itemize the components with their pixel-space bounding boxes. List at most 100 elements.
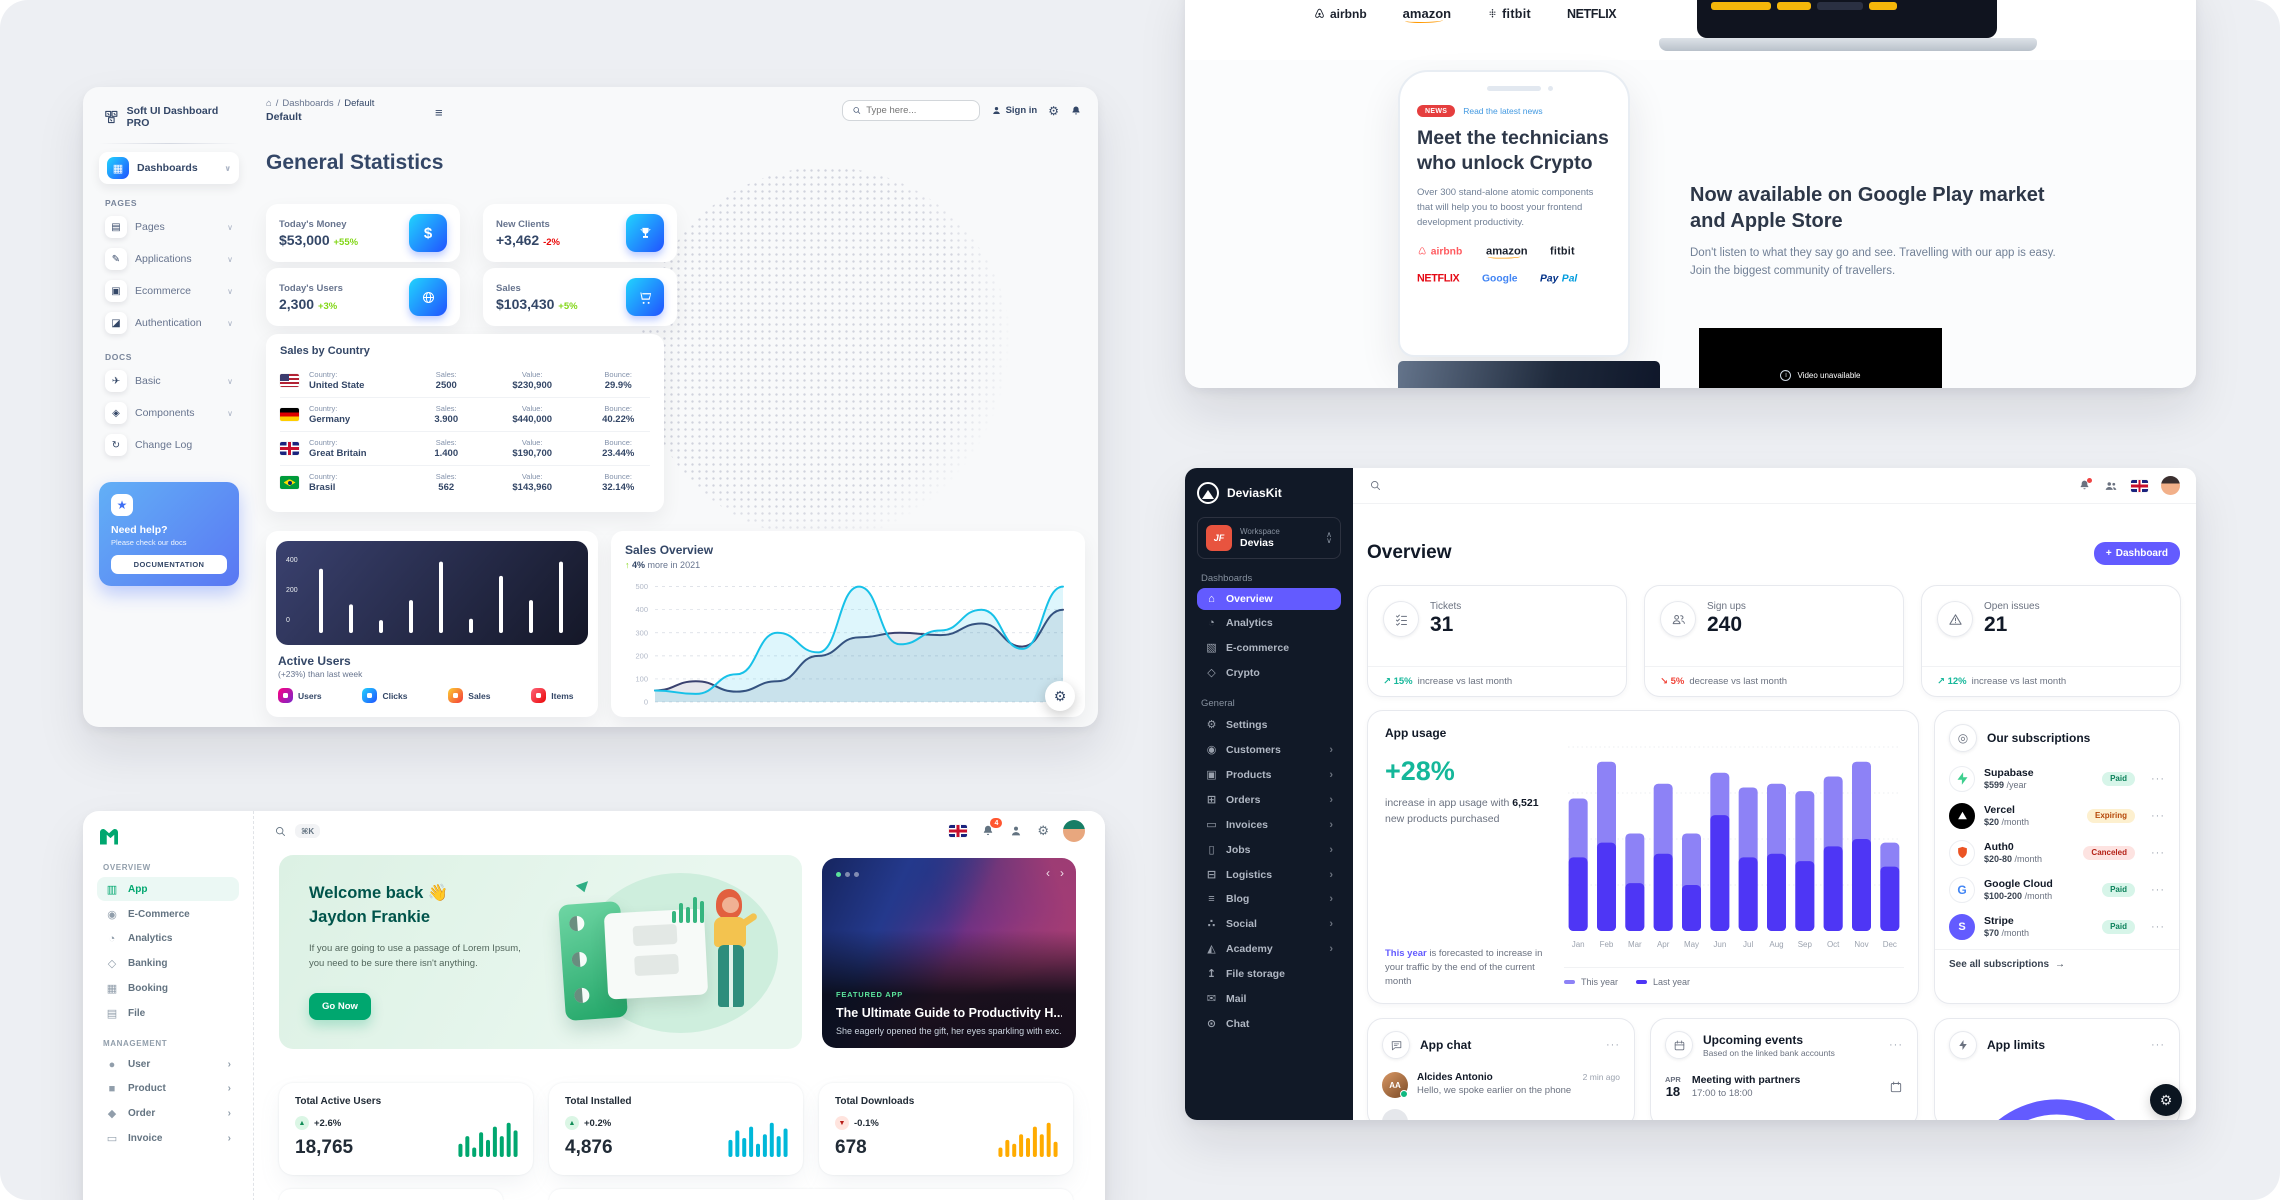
search-icon[interactable] [274, 825, 287, 838]
see-all-subscriptions-link[interactable]: See all subscriptions → [1935, 949, 2179, 979]
sidebar-item[interactable]: ▤ Pages ∨ [99, 212, 239, 242]
sidebar-item[interactable]: ◉ E-Commerce › [97, 902, 239, 926]
news-link[interactable]: Read the latest news [1463, 106, 1543, 116]
table-row[interactable]: Country: Brasil Sales: 562 Value: $143,960 … [280, 466, 650, 499]
more-menu-icon[interactable]: ··· [2151, 920, 2165, 933]
featured-app-card[interactable]: ‹ › FEATURED APP The Ultimate Guide to P… [822, 858, 1076, 1048]
avatar[interactable] [2161, 476, 2180, 495]
sidebar-item[interactable]: ▭ Invoice › [97, 1126, 239, 1150]
settings-fab-button[interactable]: ⚙ [1045, 681, 1075, 711]
carousel-next-icon[interactable]: › [1060, 866, 1064, 880]
sidebar-item[interactable]: ◇ Crypto › [1197, 661, 1341, 684]
sidebar-item[interactable]: ⊟ Logistics › [1197, 863, 1341, 886]
mini-bar-chart [728, 1122, 788, 1157]
stat-label: Total Downloads [835, 1096, 915, 1107]
list-item[interactable]: Supabase $599 /year Paid ··· [1935, 760, 2179, 797]
contacts-icon[interactable] [1009, 824, 1023, 838]
language-flag-icon[interactable] [949, 825, 968, 837]
sidebar-item[interactable]: ▯ Jobs › [1197, 838, 1341, 861]
sidebar-item[interactable]: ≡ Blog › [1197, 888, 1341, 910]
sidebar-item[interactable]: ◇ Banking › [97, 951, 239, 975]
sidebar-item[interactable]: ⌂ Overview › [1197, 588, 1341, 610]
language-flag-icon[interactable] [2131, 479, 2148, 492]
sidebar-item[interactable]: ▤ File › [97, 1001, 239, 1025]
sidebar-item[interactable]: ◪ Authentication ∨ [99, 308, 239, 338]
gear-icon[interactable]: ⚙ [1037, 823, 1049, 838]
avatar[interactable] [1063, 820, 1085, 842]
search-icon[interactable] [1369, 479, 1382, 492]
softui-brand[interactable]: Soft UI Dashboard PRO [99, 99, 239, 135]
sidebar-item[interactable]: ▧ E-commerce › [1197, 636, 1341, 659]
sidebar-item[interactable]: ∴ Social › [1197, 912, 1341, 935]
sidebar-item[interactable]: ◉ Customers › [1197, 738, 1341, 761]
more-menu-icon[interactable]: ··· [1606, 1039, 1620, 1051]
sidebar-item[interactable]: ● User › [97, 1053, 239, 1076]
sidebar-item[interactable]: ◭ Academy › [1197, 937, 1341, 960]
search-input[interactable] [866, 105, 970, 116]
event-row[interactable]: APR 18 Meeting with partners 17:00 to 18… [1651, 1065, 1917, 1108]
sidebar-item[interactable]: ■ Product › [97, 1077, 239, 1100]
upcoming-events-card: Upcoming events Based on the linked bank… [1650, 1018, 1918, 1120]
sidebar-item[interactable]: ⊞ Orders › [1197, 788, 1341, 811]
trend-pct: 5% [1660, 676, 1685, 687]
list-item[interactable]: S Stripe $70 /month Paid ··· [1935, 908, 2179, 945]
gear-icon[interactable]: ⚙ [1048, 103, 1059, 118]
more-menu-icon[interactable]: ··· [2151, 772, 2165, 785]
sidebar-item[interactable]: ▥ App › [97, 877, 239, 901]
more-menu-icon[interactable]: ··· [2151, 1039, 2165, 1051]
sidebar-item[interactable]: ✉ Mail › [1197, 987, 1341, 1010]
table-row[interactable]: Country: Great Britain Sales: 1.400 Value:… [280, 432, 650, 466]
contacts-icon[interactable] [2104, 479, 2118, 493]
minimal-logo-icon[interactable] [97, 825, 121, 849]
sidebar-item[interactable]: ▣ Products › [1197, 763, 1341, 786]
breadcrumb-section[interactable]: Dashboards [282, 98, 334, 109]
svg-text:200: 200 [635, 651, 648, 660]
stat-card-new-clients: New Clients +3,462 -2% [483, 204, 677, 262]
list-item[interactable]: Auth0 $20-80 /month Canceled ··· [1935, 834, 2179, 871]
sidebar-item-dashboards[interactable]: ▦ Dashboards ∨ [99, 152, 239, 184]
workspace-switcher[interactable]: JF Workspace Devias ∧ ∨ [1197, 517, 1341, 559]
list-item[interactable]: G Google Cloud $100-200 /month Paid ··· [1935, 871, 2179, 908]
more-menu-icon[interactable]: ··· [2151, 809, 2165, 822]
menu-toggle-icon[interactable]: ≡ [435, 105, 443, 120]
sidebar-item[interactable]: ⚙ Settings › [1197, 713, 1341, 736]
chat-message-row[interactable]: AA Alcides Antonio Hello, we spoke earli… [1368, 1065, 1634, 1105]
sidebar-item[interactable]: ▣ Ecommerce ∨ [99, 276, 239, 306]
search-box[interactable] [841, 100, 980, 121]
devias-brand[interactable]: DeviasKit [1197, 482, 1341, 504]
bell-icon[interactable] [2078, 478, 2092, 492]
go-now-button[interactable]: Go Now [309, 993, 371, 1020]
more-menu-icon[interactable]: ··· [2151, 846, 2165, 859]
video-player[interactable]: i Video unavailable [1699, 328, 1942, 388]
more-menu-icon[interactable]: ··· [2151, 883, 2165, 896]
sidebar-item[interactable]: ↻ Change Log ∨ [99, 430, 239, 460]
add-dashboard-button[interactable]: + Dashboard [2093, 542, 2180, 565]
bell-icon[interactable]: 4 [981, 818, 1003, 838]
help-subtitle: Please check our docs [111, 538, 187, 547]
sidebar-item[interactable]: ◈ Components ∨ [99, 398, 239, 428]
sidebar-item[interactable]: ✈ Basic ∨ [99, 366, 239, 396]
sidebar-item[interactable]: ◆ Order › [97, 1101, 239, 1125]
bell-icon[interactable] [1070, 105, 1082, 117]
sidebar-item[interactable]: ▭ Invoices › [1197, 813, 1341, 836]
sidebar-item[interactable]: ▦ Booking › [97, 976, 239, 1000]
sidebar-item[interactable]: ◔ Analytics › [97, 927, 239, 950]
home-icon[interactable]: ⌂ [266, 98, 272, 109]
settings-fab-button[interactable]: ⚙ [2150, 1084, 2182, 1116]
status-badge: Paid [2102, 882, 2135, 897]
sidebar-item[interactable]: ↥ File storage › [1197, 962, 1341, 985]
sidebar-item[interactable]: ⊙ Chat › [1197, 1012, 1341, 1035]
globe-icon [409, 278, 447, 316]
documentation-button[interactable]: DOCUMENTATION [111, 555, 227, 574]
more-menu-icon[interactable]: ··· [1889, 1039, 1903, 1051]
sidebar-item[interactable]: ◔ Analytics › [1197, 612, 1341, 634]
table-row[interactable]: Country: United State Sales: 2500 Value: $2… [280, 364, 650, 398]
fitbit-logo: fitbit [1487, 7, 1531, 21]
carousel-prev-icon[interactable]: ‹ [1046, 866, 1050, 880]
carousel-dots [836, 872, 1062, 877]
sales-value: 2500 [435, 380, 457, 391]
sidebar-item[interactable]: ✎ Applications ∨ [99, 244, 239, 274]
list-item[interactable]: Vercel $20 /month Expiring ··· [1935, 797, 2179, 834]
sign-in-button[interactable]: Sign in [991, 105, 1037, 116]
table-row[interactable]: Country: Germany Sales: 3.900 Value: $440,0… [280, 398, 650, 432]
